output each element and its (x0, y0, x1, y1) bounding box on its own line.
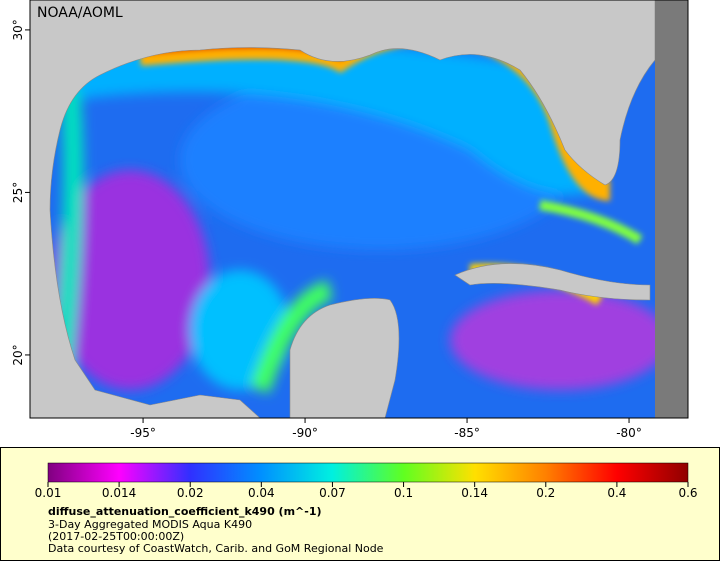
map: NOAA/AOML (30, 0, 688, 418)
colorbar-tick-label: 0.01 (35, 486, 62, 500)
map-frame (29, 0, 689, 419)
colorbar-tick-label: 0.1 (394, 486, 413, 500)
x-tick-label: -85° (454, 426, 480, 440)
x-tick-label: -80° (616, 426, 642, 440)
y-tick-label: 20° (11, 344, 25, 365)
colorbar-tick-label: 0.04 (248, 486, 275, 500)
imagery (50, 42, 670, 394)
legend-line: Data courtesy of CoastWatch, Carib. and … (48, 542, 384, 555)
y-tick-label: 30° (11, 19, 25, 40)
x-tick-label: -95° (130, 426, 156, 440)
colorbar (47, 462, 689, 483)
colorbar-tick-label: 0.6 (678, 486, 697, 500)
legend-line: 3-Day Aggregated MODIS Aqua K490 (48, 518, 252, 531)
colorbar-tick-label: 0.14 (461, 486, 488, 500)
legend-line: (2017-02-25T00:00:00Z) (48, 530, 184, 543)
legend-variable: diffuse_attenuation_coefficient_k490 (m^… (48, 505, 322, 518)
x-tick-label: -90° (292, 426, 318, 440)
colorbar-tick-label: 0.2 (536, 486, 555, 500)
colorbar-tick-label: 0.02 (177, 486, 204, 500)
colorbar-tick-label: 0.07 (319, 486, 346, 500)
land (30, 0, 688, 418)
map-label: NOAA/AOML (37, 5, 123, 21)
colorbar-tick-label: 0.014 (102, 486, 136, 500)
y-tick-label: 25° (11, 182, 25, 203)
colorbar-tick-label: 0.4 (607, 486, 626, 500)
